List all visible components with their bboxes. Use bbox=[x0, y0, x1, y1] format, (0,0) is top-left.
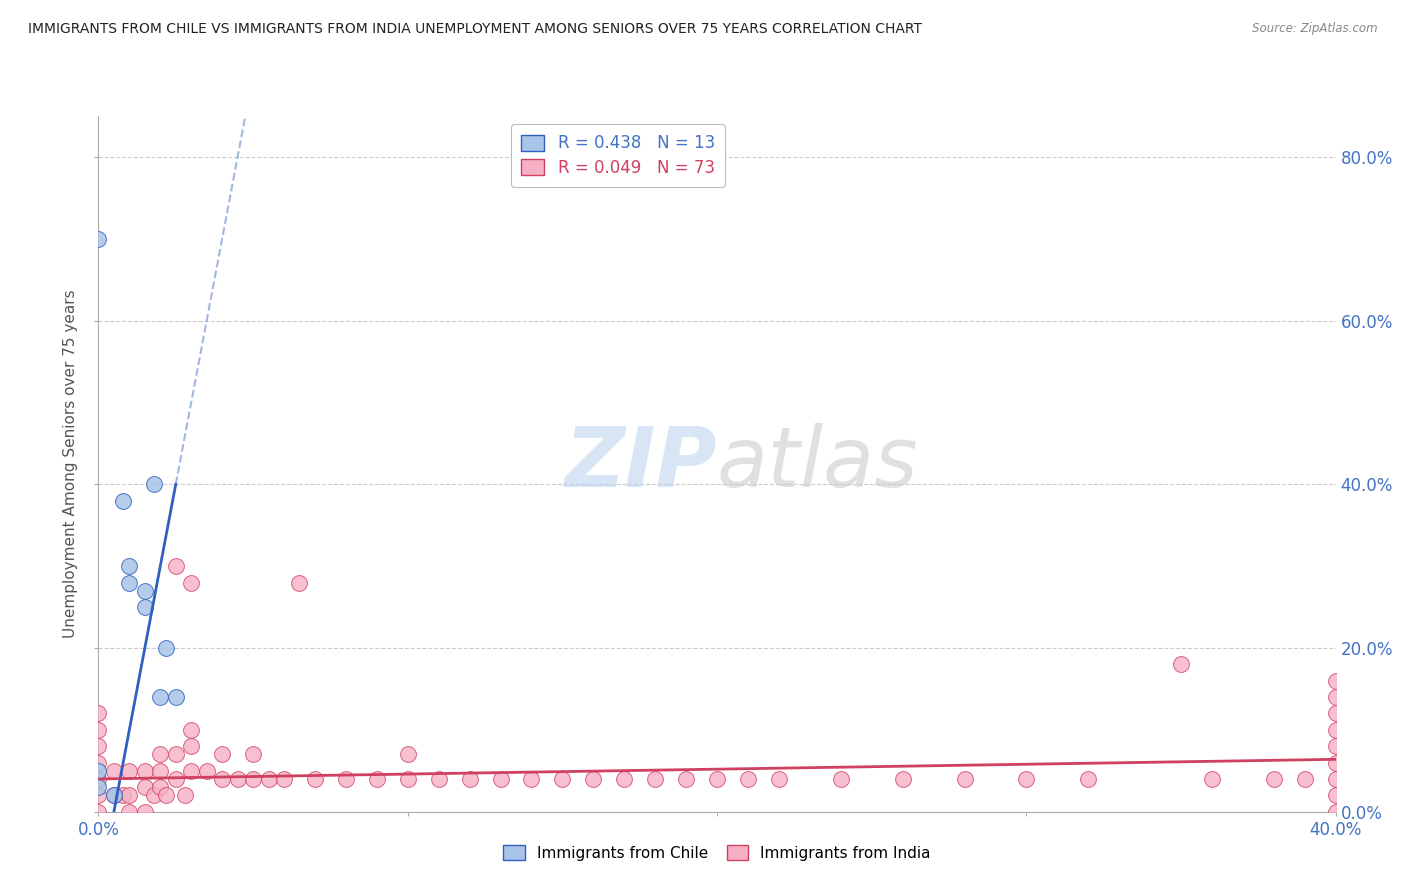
Point bbox=[1201, 772, 1223, 786]
Point bbox=[103, 789, 125, 803]
Point bbox=[87, 772, 110, 786]
Point bbox=[87, 756, 110, 770]
Point bbox=[103, 789, 125, 803]
Text: ZIP: ZIP bbox=[564, 424, 717, 504]
Point bbox=[953, 772, 976, 786]
Point bbox=[149, 764, 172, 778]
Point bbox=[396, 747, 419, 762]
Point bbox=[335, 772, 357, 786]
Point bbox=[1077, 772, 1099, 786]
Point bbox=[226, 772, 249, 786]
Point bbox=[737, 772, 759, 786]
Point bbox=[174, 789, 197, 803]
Point bbox=[366, 772, 388, 786]
Point bbox=[613, 772, 636, 786]
Point bbox=[149, 780, 172, 794]
Point bbox=[87, 789, 110, 803]
Point bbox=[273, 772, 295, 786]
Point bbox=[1294, 772, 1316, 786]
Text: atlas: atlas bbox=[717, 424, 918, 504]
Point bbox=[1324, 756, 1347, 770]
Point bbox=[134, 583, 156, 598]
Point bbox=[304, 772, 326, 786]
Point bbox=[165, 772, 187, 786]
Point bbox=[551, 772, 574, 786]
Point bbox=[112, 789, 135, 803]
Point bbox=[211, 772, 233, 786]
Point bbox=[288, 575, 311, 590]
Point bbox=[155, 789, 177, 803]
Point bbox=[118, 789, 141, 803]
Point bbox=[134, 600, 156, 615]
Point bbox=[706, 772, 728, 786]
Point bbox=[180, 575, 202, 590]
Point bbox=[149, 690, 172, 705]
Point bbox=[143, 789, 166, 803]
Point bbox=[675, 772, 697, 786]
Point bbox=[180, 723, 202, 737]
Point bbox=[891, 772, 914, 786]
Point bbox=[165, 690, 187, 705]
Point bbox=[768, 772, 790, 786]
Point bbox=[87, 739, 110, 754]
Point bbox=[134, 764, 156, 778]
Point bbox=[242, 747, 264, 762]
Point bbox=[165, 747, 187, 762]
Point bbox=[87, 706, 110, 721]
Point bbox=[1324, 739, 1347, 754]
Point bbox=[1170, 657, 1192, 672]
Point bbox=[134, 780, 156, 794]
Point bbox=[1324, 673, 1347, 688]
Point bbox=[87, 805, 110, 819]
Point bbox=[242, 772, 264, 786]
Point bbox=[180, 739, 202, 754]
Point bbox=[118, 559, 141, 574]
Point bbox=[118, 764, 141, 778]
Point bbox=[118, 575, 141, 590]
Text: Source: ZipAtlas.com: Source: ZipAtlas.com bbox=[1253, 22, 1378, 36]
Point bbox=[644, 772, 666, 786]
Text: IMMIGRANTS FROM CHILE VS IMMIGRANTS FROM INDIA UNEMPLOYMENT AMONG SENIORS OVER 7: IMMIGRANTS FROM CHILE VS IMMIGRANTS FROM… bbox=[28, 22, 922, 37]
Point bbox=[180, 764, 202, 778]
Point bbox=[195, 764, 218, 778]
Point bbox=[1324, 772, 1347, 786]
Point bbox=[1324, 805, 1347, 819]
Point bbox=[520, 772, 543, 786]
Point bbox=[1015, 772, 1038, 786]
Point bbox=[149, 747, 172, 762]
Point bbox=[87, 780, 110, 794]
Point bbox=[1263, 772, 1285, 786]
Point bbox=[118, 805, 141, 819]
Point bbox=[1324, 706, 1347, 721]
Point bbox=[87, 723, 110, 737]
Y-axis label: Unemployment Among Seniors over 75 years: Unemployment Among Seniors over 75 years bbox=[63, 290, 79, 638]
Point bbox=[489, 772, 512, 786]
Point bbox=[211, 747, 233, 762]
Point bbox=[458, 772, 481, 786]
Point bbox=[112, 493, 135, 508]
Point bbox=[103, 764, 125, 778]
Point bbox=[87, 764, 110, 778]
Point bbox=[1324, 789, 1347, 803]
Point bbox=[143, 477, 166, 491]
Point bbox=[257, 772, 280, 786]
Legend: Immigrants from Chile, Immigrants from India: Immigrants from Chile, Immigrants from I… bbox=[498, 839, 936, 867]
Point bbox=[134, 805, 156, 819]
Point bbox=[396, 772, 419, 786]
Point bbox=[1324, 723, 1347, 737]
Point bbox=[155, 640, 177, 655]
Point bbox=[830, 772, 852, 786]
Point bbox=[1324, 690, 1347, 705]
Point bbox=[87, 232, 110, 246]
Point bbox=[427, 772, 450, 786]
Point bbox=[582, 772, 605, 786]
Point bbox=[165, 559, 187, 574]
